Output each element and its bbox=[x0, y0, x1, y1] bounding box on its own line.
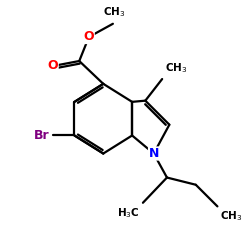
Text: O: O bbox=[48, 59, 58, 72]
Text: O: O bbox=[84, 30, 94, 44]
Text: CH$_3$: CH$_3$ bbox=[164, 62, 187, 76]
Text: Br: Br bbox=[34, 129, 50, 142]
Text: CH$_3$: CH$_3$ bbox=[220, 209, 242, 222]
Text: H$_3$C: H$_3$C bbox=[117, 206, 139, 220]
Text: CH$_3$: CH$_3$ bbox=[103, 5, 125, 19]
Text: N: N bbox=[148, 147, 159, 160]
